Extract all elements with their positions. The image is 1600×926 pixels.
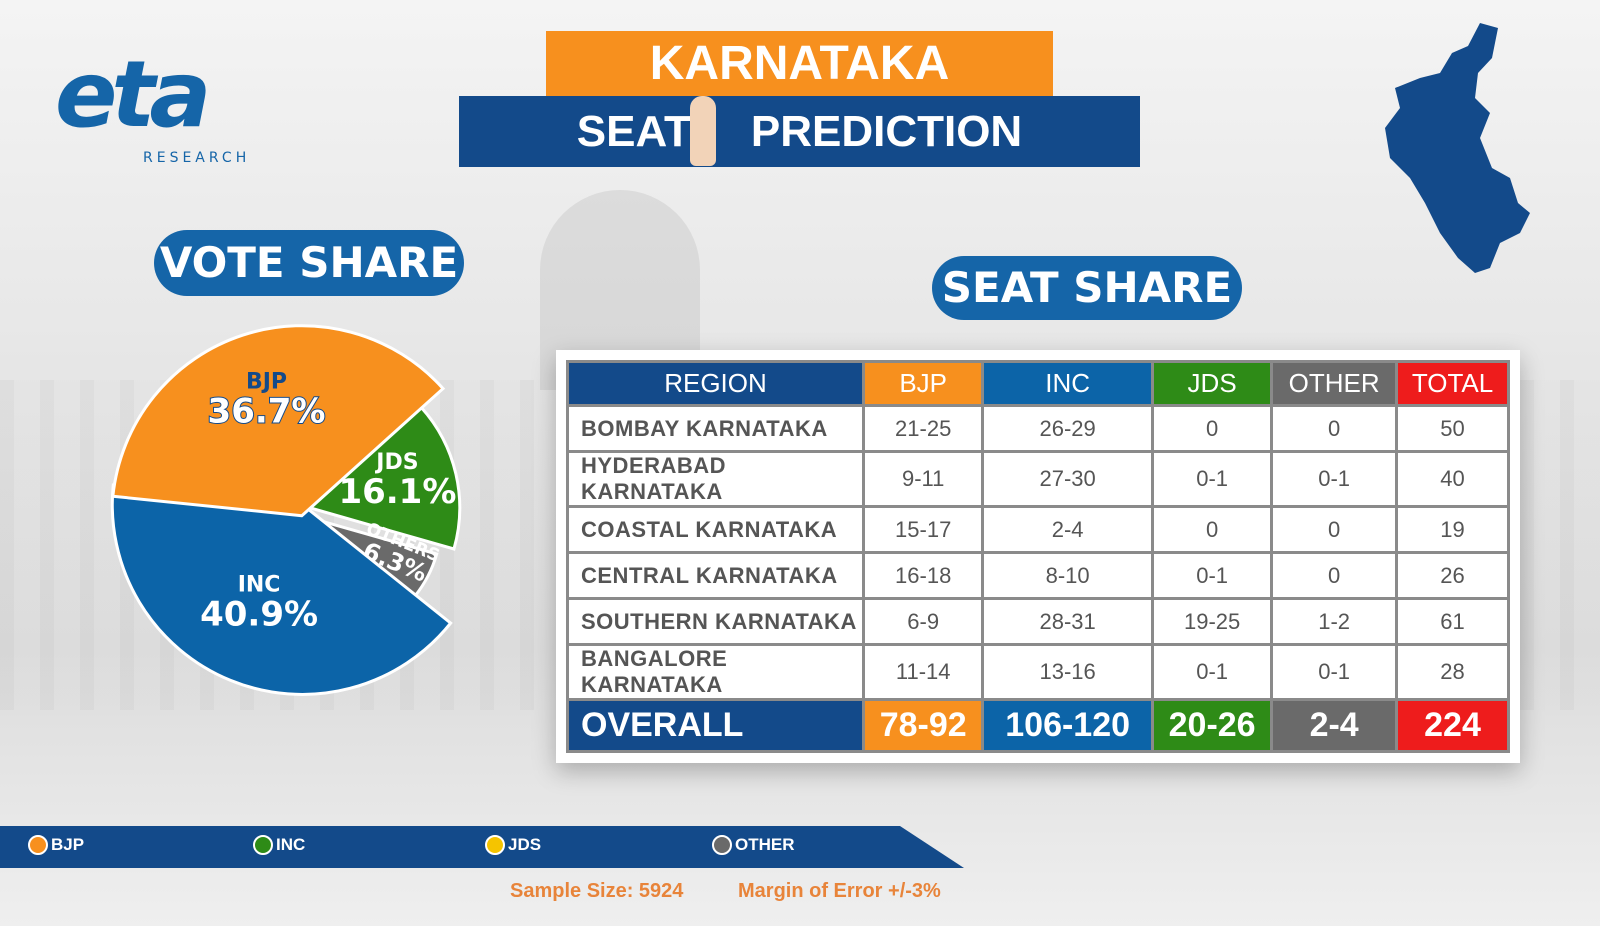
- cell-total: 61: [1395, 597, 1510, 646]
- overall-row: OVERALL 78-92 106-120 20-26 2-4 224: [566, 698, 1510, 753]
- legend-item-jds: JDS: [485, 835, 541, 855]
- table-row: BANGALORE KARNATAKA 11-14 13-16 0-1 0-1 28: [566, 643, 1510, 701]
- legend-label: BJP: [51, 835, 85, 854]
- cell-other: 0-1: [1270, 643, 1399, 701]
- legend-item-inc: INC: [253, 835, 305, 855]
- table-row: BOMBAY KARNATAKA 21-25 26-29 0 0 50: [566, 404, 1510, 453]
- cell-bjp: 11-14: [861, 643, 985, 701]
- pie-slice-inc: [110, 483, 453, 696]
- cell-inc: 2-4: [981, 505, 1154, 554]
- pie-slice-bjp: [111, 324, 446, 518]
- cell-total: 50: [1395, 404, 1510, 453]
- cell-inc: 8-10: [981, 551, 1154, 600]
- header-jds: JDS: [1150, 360, 1274, 407]
- region-cell: BANGALORE KARNATAKA: [566, 643, 865, 701]
- legend-dot-icon: [485, 835, 505, 855]
- cell-total: 40: [1395, 450, 1510, 508]
- cell-bjp: 6-9: [861, 597, 985, 646]
- legend-label: JDS: [508, 835, 542, 854]
- margin-of-error: Margin of Error +/-3%: [738, 880, 941, 902]
- legend-dot-icon: [253, 835, 273, 855]
- vote-share-heading: VOTE SHARE: [154, 230, 464, 296]
- header-inc: INC: [981, 360, 1154, 407]
- cell-bjp: 9-11: [861, 450, 985, 508]
- header-bjp: BJP: [861, 360, 985, 407]
- table-row: COASTAL KARNATAKA 15-17 2-4 0 0 19: [566, 505, 1510, 554]
- cell-bjp: 16-18: [861, 551, 985, 600]
- pie-label-bjp: BJP: [246, 370, 287, 395]
- cell-other: 0: [1270, 404, 1399, 453]
- title-seat: SEAT: [576, 107, 691, 156]
- region-cell: SOUTHERN KARNATAKA: [566, 597, 865, 646]
- legend-label: OTHER: [735, 835, 795, 854]
- cell-jds: 0-1: [1150, 643, 1274, 701]
- seat-share-heading: SEAT SHARE: [932, 256, 1242, 320]
- cell-jds: 0-1: [1150, 450, 1274, 508]
- overall-total: 224: [1395, 698, 1510, 753]
- cell-inc: 13-16: [981, 643, 1154, 701]
- overall-other: 2-4: [1270, 698, 1399, 753]
- cell-bjp: 15-17: [861, 505, 985, 554]
- overall-region: OVERALL: [566, 698, 865, 753]
- region-cell: BOMBAY KARNATAKA: [566, 404, 865, 453]
- cell-other: 0: [1270, 505, 1399, 554]
- cell-jds: 0-1: [1150, 551, 1274, 600]
- region-cell: CENTRAL KARNATAKA: [566, 551, 865, 600]
- table-header-row: REGION BJP INC JDS OTHER TOTAL: [566, 360, 1510, 407]
- cell-total: 19: [1395, 505, 1510, 554]
- cell-jds: 19-25: [1150, 597, 1274, 646]
- cell-other: 0-1: [1270, 450, 1399, 508]
- pie-slice-jds: [306, 405, 462, 551]
- overall-inc: 106-120: [981, 698, 1154, 753]
- background-dome: [540, 190, 700, 390]
- cell-inc: 27-30: [981, 450, 1154, 508]
- sample-size: Sample Size: 5924: [510, 880, 684, 902]
- table-row: HYDERABAD KARNATAKA 9-11 27-30 0-1 0-1 40: [566, 450, 1510, 508]
- region-cell: HYDERABAD KARNATAKA: [566, 450, 865, 508]
- cell-inc: 28-31: [981, 597, 1154, 646]
- cell-other: 0: [1270, 551, 1399, 600]
- logo-subtext: RESEARCH: [143, 150, 251, 166]
- logo-text: eta: [55, 41, 211, 148]
- header-region: REGION: [566, 360, 865, 407]
- cell-jds: 0: [1150, 505, 1274, 554]
- pie-value-bjp: 36.7%: [208, 392, 326, 432]
- title-karnataka: KARNATAKA: [546, 31, 1053, 96]
- table-row: SOUTHERN KARNATAKA 6-9 28-31 19-25 1-2 61: [566, 597, 1510, 646]
- table-row: CENTRAL KARNATAKA 16-18 8-10 0-1 0 26: [566, 551, 1510, 600]
- header-total: TOTAL: [1395, 360, 1510, 407]
- overall-jds: 20-26: [1150, 698, 1274, 753]
- legend-item-other: OTHER: [712, 835, 795, 855]
- cell-total: 26: [1395, 551, 1510, 600]
- cell-total: 28: [1395, 643, 1510, 701]
- cell-jds: 0: [1150, 404, 1274, 453]
- legend-dot-icon: [28, 835, 48, 855]
- title-prediction: PREDICTION: [750, 107, 1023, 156]
- overall-bjp: 78-92: [861, 698, 985, 753]
- title-seat-prediction: SEAT PREDICTION: [459, 96, 1140, 167]
- cell-inc: 26-29: [981, 404, 1154, 453]
- pie-label-jds: JDS: [374, 450, 418, 475]
- seat-share-table: REGION BJP INC JDS OTHER TOTAL BOMBAY KARNATA…: [566, 360, 1510, 753]
- cell-other: 1-2: [1270, 597, 1399, 646]
- pie-label-inc: INC: [238, 572, 281, 597]
- pie-value-inc: 40.9%: [200, 594, 318, 634]
- legend-dot-icon: [712, 835, 732, 855]
- header-other: OTHER: [1270, 360, 1399, 407]
- cell-bjp: 21-25: [861, 404, 985, 453]
- voting-finger-icon: [690, 96, 716, 166]
- karnataka-map-icon: [1385, 23, 1530, 273]
- eta-research-logo: eta RESEARCH: [55, 45, 285, 175]
- pie-value-jds: 16.1%: [338, 472, 456, 512]
- region-cell: COASTAL KARNATAKA: [566, 505, 865, 554]
- legend-item-bjp: BJP: [28, 835, 84, 855]
- legend-bar: [0, 826, 964, 868]
- legend-label: INC: [276, 835, 306, 854]
